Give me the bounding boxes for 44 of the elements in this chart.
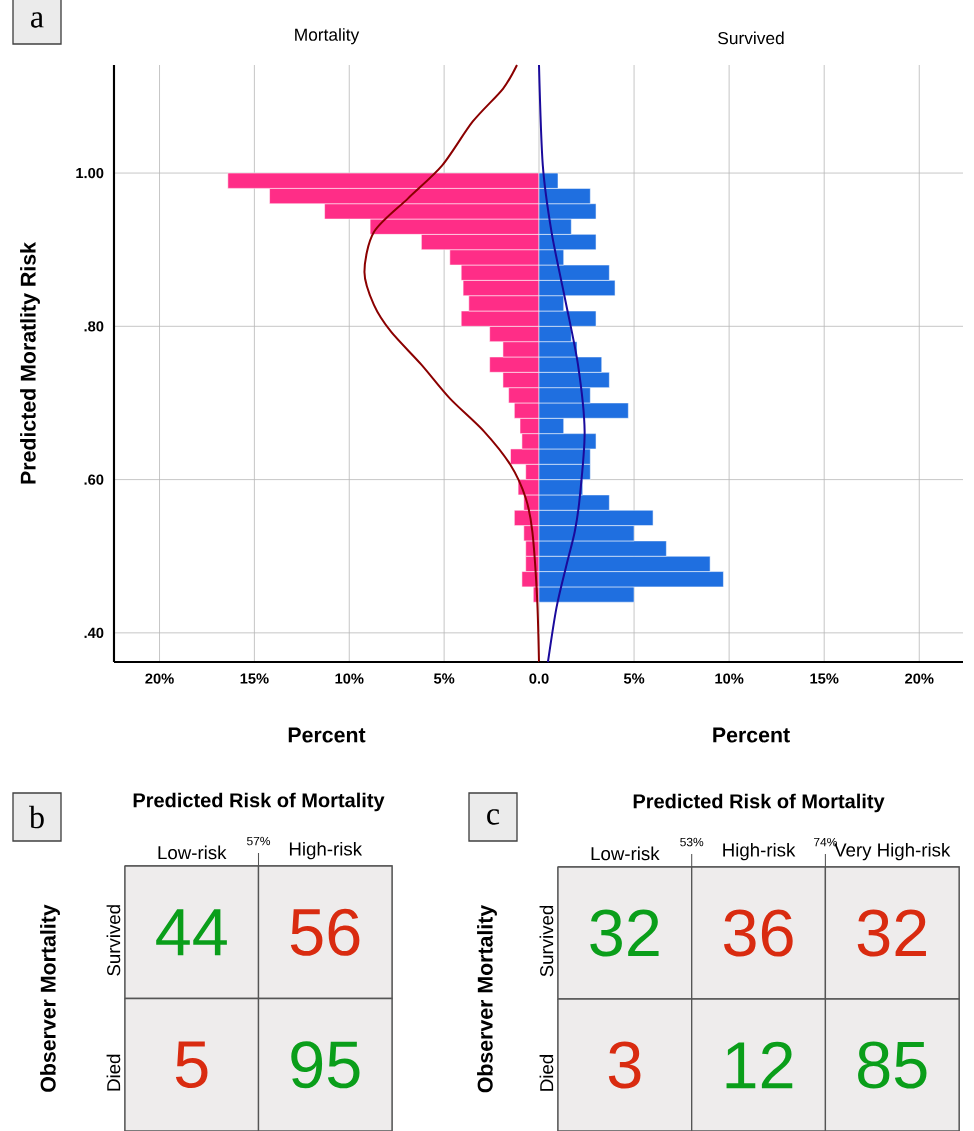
data-label: 32: [857, 909, 926, 957]
chart-title: Predicted Risk of Mortality: [633, 793, 885, 813]
x-tick-label: 5%: [623, 673, 645, 684]
y-tick-label: Died: [539, 1055, 554, 1091]
x-tick-label: 5%: [433, 673, 455, 684]
y-tick-label: 1.00: [76, 167, 104, 179]
x-tick-label: High-risk: [289, 841, 363, 860]
text: 57%: [246, 836, 271, 846]
x-tick-label: Low-risk: [158, 845, 227, 860]
x-axis-title: Percent: [288, 727, 366, 743]
text: a: [31, 12, 44, 28]
data-label: 12: [726, 1041, 793, 1089]
data-label: 56: [290, 908, 360, 956]
chart-title: Survived: [718, 31, 784, 45]
data-label: 32: [590, 909, 659, 957]
data-label: 44: [156, 909, 227, 956]
y-tick-label: .80: [84, 321, 104, 332]
x-tick-label: 15%: [240, 673, 269, 684]
text: c: [487, 809, 500, 825]
data-label: 85: [858, 1041, 927, 1089]
chart-title: Predicted Risk of Mortality: [133, 792, 385, 812]
x-tick-label: Low-risk: [591, 846, 660, 861]
y-tick-label: Survived: [106, 905, 121, 976]
y-tick-label: .40: [84, 627, 104, 639]
x-tick-label: 20%: [905, 673, 934, 684]
y-tick-label: .60: [84, 474, 104, 485]
y-axis-title: Predicted Moratlity Risk: [20, 241, 40, 484]
x-tick-label: High-risk: [723, 842, 796, 861]
data-label: 95: [291, 1041, 360, 1089]
data-label: 36: [724, 909, 793, 957]
y-tick-label: Died: [106, 1054, 121, 1091]
x-tick-label: 10%: [335, 673, 364, 684]
data-label: 3: [608, 1041, 641, 1089]
chart-title: Mortality: [295, 28, 360, 45]
x-tick-label: 10%: [715, 673, 744, 684]
y-axis-title: Observer Mortality: [40, 904, 60, 1092]
data-label: 5: [175, 1041, 208, 1088]
text: 53%: [680, 837, 704, 847]
x-tick-label: 0.0: [529, 673, 549, 684]
x-tick-label: 15%: [810, 673, 839, 684]
text: b: [29, 805, 44, 829]
x-axis-title: Percent: [713, 727, 790, 743]
x-tick-label: 20%: [145, 673, 174, 684]
y-axis-title: Observer Mortality: [477, 904, 497, 1093]
